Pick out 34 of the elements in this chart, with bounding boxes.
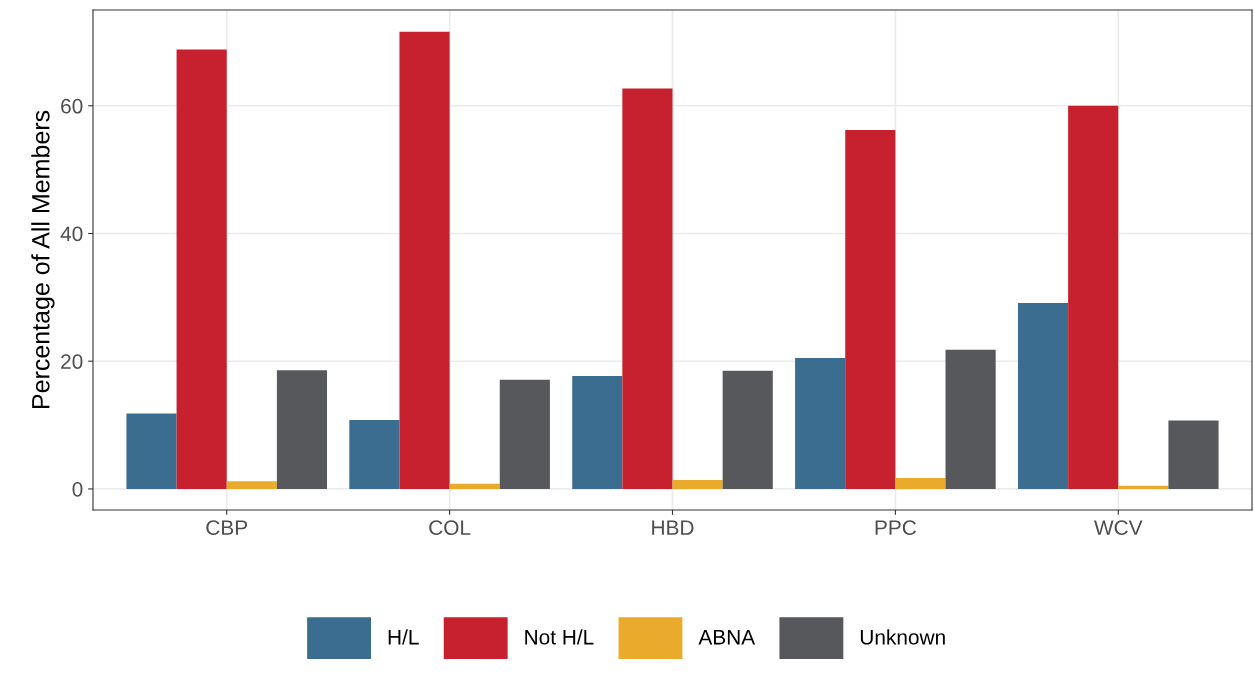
y-axis-title: Percentage of All Members: [31, 110, 55, 409]
bar: [572, 375, 623, 489]
y-tick-label: 20: [61, 354, 83, 369]
bar: [672, 479, 723, 489]
bar: [722, 370, 773, 489]
bar: [349, 419, 400, 489]
bar: [795, 358, 846, 489]
x-tick-label: HBD: [652, 520, 694, 535]
bar: [1017, 303, 1069, 489]
y-tick-label: 0: [72, 481, 83, 497]
legend-label: ABNA: [698, 630, 756, 645]
bar: [845, 130, 896, 489]
bar: [1068, 105, 1119, 489]
bar: [945, 349, 996, 489]
bar: [126, 413, 177, 489]
bar: [1118, 485, 1169, 489]
bar: [895, 478, 946, 489]
legend-label: H/L: [388, 629, 419, 645]
y-tick-label: 40: [60, 226, 83, 242]
y-tick-label: 60: [61, 98, 83, 114]
bar: [399, 31, 450, 489]
x-tick-label: COL: [429, 520, 471, 536]
bar: [276, 370, 328, 489]
legend-label: Not H/L: [525, 629, 594, 645]
legend-label: Unknown: [860, 629, 945, 645]
x-tick-label: PPC: [875, 520, 917, 536]
bar: [449, 483, 500, 489]
bar: [226, 481, 277, 489]
bar: [499, 379, 550, 489]
bar: [1168, 420, 1219, 489]
x-tick-label: CBP: [206, 520, 248, 536]
bar: [622, 88, 673, 489]
bar: [176, 49, 227, 489]
x-tick-label: WCV: [1094, 520, 1143, 536]
